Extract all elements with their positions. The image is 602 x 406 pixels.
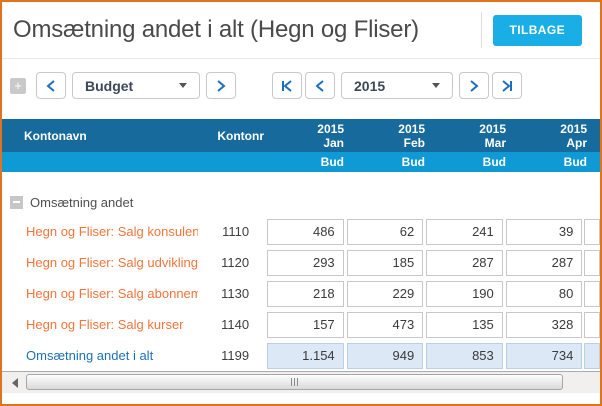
- chevron-right-icon: [216, 79, 226, 92]
- value-cell[interactable]: 190: [426, 280, 503, 307]
- period-next-button[interactable]: [206, 72, 236, 99]
- total-value-cell: 853: [426, 342, 503, 369]
- back-button[interactable]: TILBAGE: [492, 14, 582, 46]
- scenario-label: Bud: [482, 155, 506, 169]
- table-row: Hegn og Fliser: Salg kurser 1140 157 473…: [2, 309, 600, 340]
- period-prev-button[interactable]: [36, 72, 66, 99]
- year-value: 2015: [354, 77, 386, 94]
- year-last-button[interactable]: [492, 72, 522, 99]
- title-bar: Omsætning andet i alt (Hegn og Fliser) T…: [2, 2, 600, 59]
- value-cell[interactable]: 473: [346, 311, 424, 338]
- account-number: 1120: [221, 255, 250, 270]
- group-label: Omsætning andet: [30, 194, 134, 210]
- chevron-left-icon: [315, 79, 325, 92]
- group-row: Omsætning andet: [2, 188, 600, 216]
- period-type-value: Budget: [85, 77, 134, 94]
- column-header-kontonr: Kontonr: [217, 128, 264, 143]
- column-header-kontonavn: Kontonavn: [24, 128, 87, 143]
- account-number: 1130: [221, 286, 250, 301]
- value-cell[interactable]: 241: [426, 218, 503, 245]
- chevron-down-icon: [179, 83, 187, 88]
- value-cell-clipped: [584, 280, 600, 307]
- column-header-month: 2015 Mar: [434, 122, 512, 150]
- value-cell[interactable]: 157: [267, 311, 344, 338]
- scroll-left-arrow-icon[interactable]: [12, 377, 18, 388]
- chevron-last-icon: [501, 79, 513, 92]
- column-header-month: 2015 Jan: [272, 122, 350, 150]
- value-cell-clipped: [584, 311, 600, 338]
- year-next-button[interactable]: [459, 72, 489, 99]
- scenario-label: Bud: [401, 155, 425, 169]
- month-name: Mar: [484, 135, 506, 150]
- table-header-row: Kontonavn Kontonr 2015 Jan 2015 Feb 2015…: [2, 119, 600, 152]
- account-name[interactable]: Hegn og Fliser: Salg kurser: [26, 317, 184, 332]
- month-year: 2015: [317, 121, 344, 136]
- value-cell[interactable]: 287: [505, 249, 583, 276]
- scenario-label: Bud: [563, 155, 587, 169]
- title-divider: [480, 12, 482, 48]
- value-cell[interactable]: 486: [267, 218, 344, 245]
- total-value-cell: 734: [505, 342, 583, 369]
- value-cell[interactable]: 293: [267, 249, 344, 276]
- year-prev-button[interactable]: [305, 72, 335, 99]
- year-first-button[interactable]: [272, 72, 302, 99]
- scrollbar-separator: [2, 371, 600, 372]
- value-cell-clipped: [584, 249, 600, 276]
- account-number: 1140: [221, 317, 250, 332]
- add-button[interactable]: +: [10, 78, 26, 94]
- value-cell[interactable]: 229: [346, 280, 424, 307]
- scrollbar-thumb[interactable]: [26, 374, 563, 390]
- value-cell-clipped: [584, 218, 600, 245]
- total-name[interactable]: Omsætning andet i alt: [26, 348, 154, 363]
- total-account-number: 1199: [221, 348, 250, 363]
- column-header-month: 2015 Feb: [353, 122, 431, 150]
- account-name[interactable]: Hegn og Fliser: Salg abonnement: [26, 286, 198, 301]
- account-number: 1110: [222, 224, 250, 239]
- table-total-row: Omsætning andet i alt 1199 1.154 949 853…: [2, 340, 600, 371]
- month-name: Feb: [403, 135, 425, 150]
- year-dropdown[interactable]: 2015: [341, 72, 453, 99]
- account-name[interactable]: Hegn og Fliser: Salg konsulentti...: [26, 224, 198, 239]
- total-value-cell-clipped: [584, 342, 600, 369]
- toolbar: + Budget 2015: [2, 59, 600, 119]
- table-row: Hegn og Fliser: Salg konsulentti... 1110…: [2, 216, 600, 247]
- month-year: 2015: [398, 121, 425, 136]
- chevron-left-icon: [46, 79, 56, 92]
- chevron-down-icon: [432, 83, 440, 88]
- total-value-cell: 949: [346, 342, 424, 369]
- value-cell[interactable]: 287: [426, 249, 503, 276]
- month-name: Jan: [323, 135, 344, 150]
- scenario-label: Bud: [320, 155, 344, 169]
- value-cell[interactable]: 80: [505, 280, 583, 307]
- table-row: Hegn og Fliser: Salg udvikling 1120 293 …: [2, 247, 600, 278]
- month-year: 2015: [560, 121, 587, 136]
- value-cell[interactable]: 135: [426, 311, 503, 338]
- value-cell[interactable]: 185: [346, 249, 424, 276]
- value-cell[interactable]: 62: [346, 218, 424, 245]
- page-title: Omsætning andet i alt (Hegn og Fliser): [13, 16, 419, 43]
- total-value-cell: 1.154: [267, 342, 344, 369]
- value-cell[interactable]: 218: [267, 280, 344, 307]
- chevron-right-icon: [469, 79, 479, 92]
- month-year: 2015: [479, 121, 506, 136]
- collapse-minus-icon[interactable]: [10, 195, 23, 209]
- value-cell[interactable]: 328: [505, 311, 583, 338]
- account-name[interactable]: Hegn og Fliser: Salg udvikling: [26, 255, 198, 270]
- table-row: Hegn og Fliser: Salg abonnement 1130 218…: [2, 278, 600, 309]
- column-header-month: 2015 Apr: [515, 122, 593, 150]
- value-cell[interactable]: 39: [505, 218, 583, 245]
- month-name: Apr: [566, 135, 587, 150]
- period-type-dropdown[interactable]: Budget: [72, 72, 200, 99]
- horizontal-scrollbar[interactable]: [2, 372, 600, 393]
- table-subheader-row: Bud Bud Bud Bud: [2, 152, 600, 172]
- chevron-first-icon: [281, 79, 293, 92]
